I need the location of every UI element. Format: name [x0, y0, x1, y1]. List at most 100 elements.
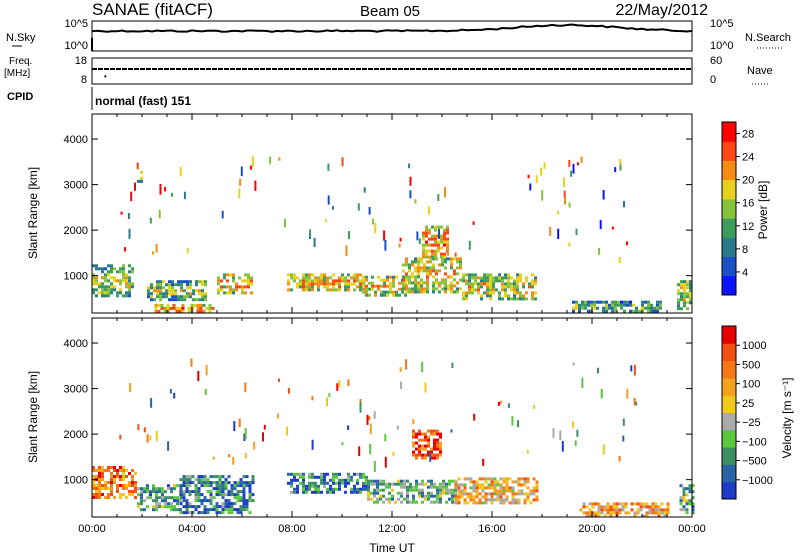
- echo-cell: [638, 309, 641, 313]
- echo-cell: [197, 505, 201, 509]
- echo-cell: [492, 276, 495, 280]
- echo-cell: [412, 441, 415, 445]
- echo-cell: [201, 283, 204, 287]
- echo-cell: [240, 166, 243, 177]
- echo-cell: [200, 484, 204, 488]
- echo-cell: [398, 293, 401, 297]
- echo-cell: [578, 309, 581, 313]
- echo-cell: [320, 475, 323, 479]
- echo-cell: [535, 486, 539, 490]
- echo-cell: [421, 432, 424, 436]
- echo-cell: [432, 257, 435, 261]
- echo-cell: [159, 283, 162, 287]
- echo-cell: [440, 225, 443, 229]
- echo-cell: [578, 306, 581, 310]
- echo-cell: [489, 288, 492, 292]
- echo-cell: [175, 306, 179, 310]
- echo-cell: [402, 269, 405, 273]
- echo-cell: [606, 502, 610, 506]
- echo-cell: [405, 260, 408, 264]
- echo-cell: [305, 273, 308, 277]
- echo-cell: [475, 483, 479, 487]
- echo-cell: [685, 502, 689, 506]
- echo-cell: [239, 481, 243, 485]
- echo-cell: [429, 260, 432, 264]
- echo-cell: [490, 483, 494, 487]
- echo-cell: [299, 282, 302, 286]
- echo-cell: [311, 396, 314, 401]
- echo-cell: [480, 297, 483, 301]
- echo-cell: [411, 275, 414, 279]
- echo-cell: [168, 283, 171, 287]
- echo-cell: [430, 491, 433, 495]
- echo-cell: [526, 449, 529, 454]
- echo-cell: [382, 488, 385, 492]
- echo-cell: [204, 280, 207, 284]
- echo-cell: [471, 276, 474, 280]
- echo-cell: [218, 478, 222, 482]
- echo-cell: [302, 490, 305, 494]
- echo-cell: [368, 207, 371, 215]
- echo-cell: [395, 293, 398, 297]
- echo-cell: [104, 481, 107, 484]
- echo-cell: [392, 281, 395, 285]
- echo-cell: [650, 309, 653, 313]
- echo-cell: [110, 493, 113, 496]
- echo-cell: [428, 243, 431, 247]
- echo-cell: [200, 481, 204, 485]
- echo-cell: [682, 487, 686, 491]
- echo-cell: [635, 306, 638, 310]
- echo-cell: [510, 285, 513, 289]
- echo-cell: [414, 257, 417, 261]
- echo-cell: [513, 288, 516, 292]
- echo-cell: [299, 475, 302, 479]
- echo-cell: [107, 270, 110, 274]
- velocity-echo-cells: [92, 358, 695, 518]
- echo-cell: [471, 273, 474, 277]
- echo-cell: [373, 482, 376, 486]
- echo-cell: [574, 440, 577, 446]
- echo-cell: [531, 273, 534, 277]
- echo-cell: [182, 511, 186, 515]
- echo-cell: [421, 447, 424, 451]
- echo-cell: [641, 306, 644, 310]
- echo-cell: [329, 282, 332, 286]
- echo-cell: [415, 456, 418, 460]
- echo-cell: [404, 293, 407, 297]
- echo-cell: [418, 453, 421, 457]
- echo-cell: [98, 484, 101, 487]
- nsearch-tick-top: 10^5: [710, 18, 734, 30]
- echo-cell: [462, 291, 465, 295]
- echo-cell: [415, 488, 418, 492]
- echo-cell: [162, 280, 165, 284]
- echo-cell: [92, 487, 95, 490]
- echo-cell: [236, 511, 240, 515]
- echo-cell: [248, 490, 252, 494]
- echo-cell: [197, 478, 201, 482]
- echo-cell: [376, 500, 379, 504]
- echo-cell: [414, 266, 417, 270]
- echo-cell: [436, 500, 439, 504]
- echo-cell: [654, 508, 658, 512]
- echo-cell: [423, 269, 426, 273]
- echo-cell: [128, 285, 131, 289]
- echo-cell: [208, 309, 212, 313]
- colorbar-segment: [722, 412, 736, 431]
- echo-cell: [487, 483, 491, 487]
- colorbar-segment: [722, 377, 736, 396]
- echo-cell: [215, 481, 219, 485]
- echo-cell: [155, 244, 158, 253]
- echo-cell: [400, 482, 403, 486]
- echo-cell: [420, 290, 423, 294]
- echo-cell: [224, 502, 228, 506]
- echo-cell: [161, 496, 164, 500]
- echo-cell: [679, 484, 683, 488]
- echo-cell: [474, 276, 477, 280]
- echo-cell: [526, 495, 530, 499]
- echo-cell: [137, 487, 140, 491]
- echo-cell: [107, 294, 110, 298]
- echo-cell: [379, 482, 382, 486]
- echo-cell: [436, 491, 439, 495]
- echo-cell: [431, 249, 434, 253]
- echo-cell: [424, 453, 427, 457]
